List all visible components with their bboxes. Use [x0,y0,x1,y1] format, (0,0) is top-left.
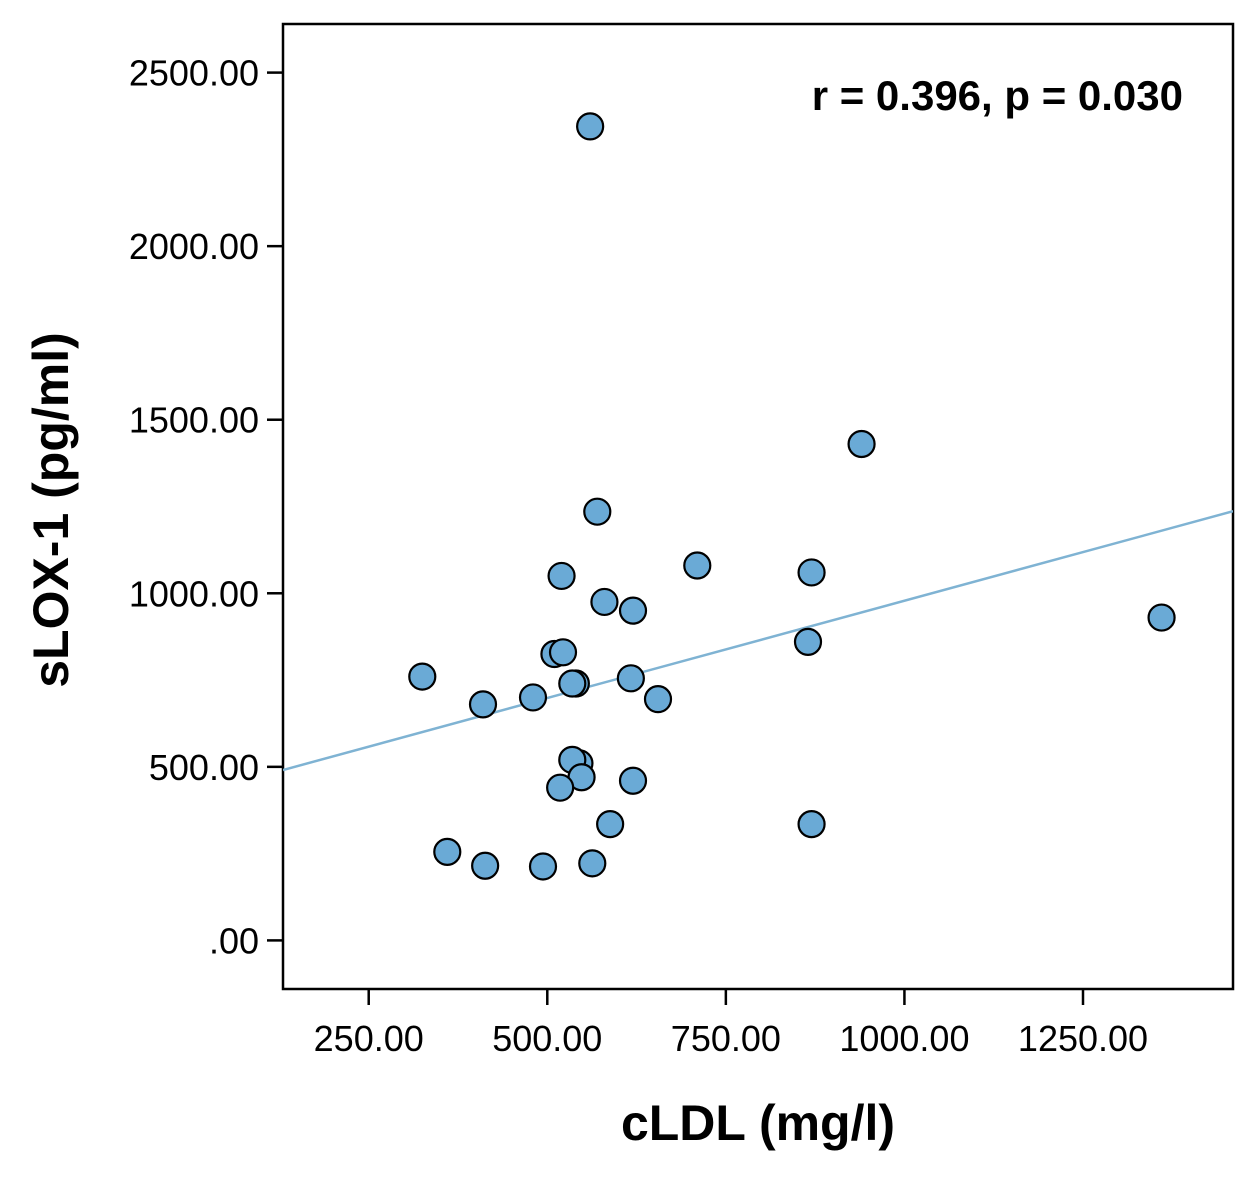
y-tick-label: 1500.00 [129,400,259,441]
data-point [618,766,648,795]
data-point [433,837,462,866]
x-tick-label: 500.00 [492,1018,602,1059]
data-point [596,810,625,839]
data-point [548,638,578,667]
data-point [847,429,876,459]
correlation-annotation: r = 0.396, p = 0.030 [812,72,1183,119]
regression-line [283,510,1233,772]
y-tick-label: 500.00 [149,747,259,788]
plot-frame [281,22,1235,991]
data-point [1147,603,1176,632]
y-tick-label: 2000.00 [129,226,259,267]
points-layer [408,112,1176,881]
data-point [583,497,612,526]
data-point [793,627,823,656]
y-tick-label: .00 [209,920,259,961]
data-point [683,551,712,580]
x-axis: 250.00 500.00 750.00 1000.00 1250.00 [314,989,1148,1059]
data-point [546,773,575,802]
data-point [618,596,648,625]
x-axis-title: cLDL (mg/l) [621,1095,895,1151]
data-point [578,849,607,878]
data-point [590,587,619,617]
x-tick-label: 250.00 [314,1018,424,1059]
data-point [468,690,498,719]
x-tick-label: 1250.00 [1018,1018,1148,1059]
fit-line-layer [283,510,1233,772]
data-point [576,112,605,141]
data-point [558,669,587,698]
y-axis-title: sLOX-1 (pg/ml) [23,332,79,688]
data-point [547,561,576,591]
data-point [797,558,826,587]
data-point [797,810,826,839]
x-tick-label: 1000.00 [839,1018,969,1059]
x-tick-label: 750.00 [671,1018,781,1059]
data-point [528,852,558,881]
data-point [643,685,673,714]
y-tick-label: 1000.00 [129,573,259,614]
data-point [408,662,437,691]
data-point [616,664,645,693]
data-point [471,851,500,880]
y-axis: .00 500.00 1000.00 1500.00 2000.00 2500.00 [129,53,283,961]
data-point [518,683,548,712]
y-tick-label: 2500.00 [129,53,259,94]
